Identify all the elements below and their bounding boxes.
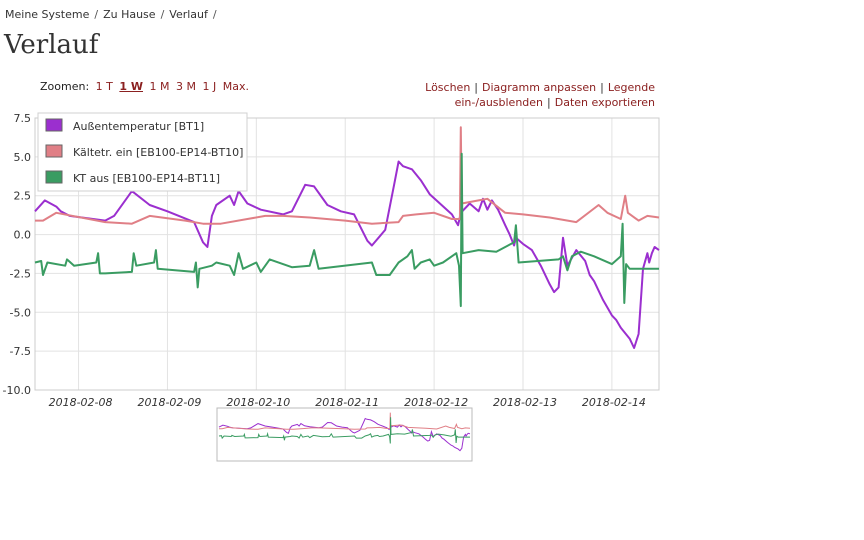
history-chart: 7.5 5.0 2.5 0.0 -2.5 -5.0 -7.5 -10.0 2018-02-08 2… <box>3 112 660 462</box>
y-tick-label: 2.5 <box>14 190 32 203</box>
y-tick-label: -5.0 <box>10 306 31 319</box>
breadcrumb-item-systems[interactable]: Meine Systeme <box>5 8 90 21</box>
zoom-1-month[interactable]: 1 M <box>149 80 170 93</box>
plot-area <box>34 117 660 391</box>
overview-line-1 <box>218 417 471 452</box>
x-tick-label: 2018-02-14 <box>582 396 646 409</box>
legend-swatch <box>45 144 63 158</box>
y-tick-label: 0.0 <box>14 229 32 242</box>
legend[interactable]: Außentemperatur [BT1] Kältetr. ein [EB100… <box>37 112 248 192</box>
delete-link[interactable]: Löschen <box>425 81 471 94</box>
series-line-1 <box>34 160 660 349</box>
series-line-3 <box>34 152 659 308</box>
axis-ticks: 7.5 5.0 2.5 0.0 -2.5 -5.0 -7.5 -10.0 2018-02-08 2… <box>3 112 646 409</box>
x-tick-label: 2018-02-09 <box>137 396 201 409</box>
action-separator: | <box>547 96 551 109</box>
y-tick-label: -10.0 <box>3 384 31 397</box>
series-lines <box>34 126 660 349</box>
legend-swatch <box>45 170 63 184</box>
y-tick-label: 7.5 <box>14 112 32 125</box>
overview-navigator[interactable] <box>216 407 473 462</box>
breadcrumb-item-history[interactable]: Verlauf <box>169 8 208 21</box>
legend-entry-2: Kältetr. ein [EB100-EP14-BT10] <box>73 146 243 159</box>
export-data-link[interactable]: Daten exportieren <box>554 96 655 109</box>
breadcrumb-separator: / <box>160 8 165 21</box>
zoom-1-year[interactable]: 1 J <box>202 80 217 93</box>
legend-box <box>37 112 248 192</box>
legend-swatch <box>45 118 63 132</box>
zoom-max[interactable]: Max. <box>222 80 249 93</box>
zoom-1-week[interactable]: 1 W <box>119 80 143 93</box>
page-title: Verlauf <box>4 30 99 60</box>
x-tick-label: 2018-02-10 <box>226 396 290 409</box>
zoom-1-day[interactable]: 1 T <box>95 80 113 93</box>
breadcrumb-separator: / <box>212 8 217 21</box>
x-tick-label: 2018-02-11 <box>315 396 379 409</box>
x-tick-label: 2018-02-13 <box>493 396 557 409</box>
customize-chart-link[interactable]: Diagramm anpassen <box>482 81 597 94</box>
action-separator: | <box>474 81 479 94</box>
zoom-bar: Zoomen: 1 T 1 W 1 M 3 M 1 J Max. <box>40 80 249 93</box>
chart-actions: Löschen | Diagramm anpassen | Legende ein-/a… <box>300 80 655 110</box>
y-tick-label: -7.5 <box>10 345 31 358</box>
legend-entry-3: KT aus [EB100-EP14-BT11] <box>73 172 220 185</box>
breadcrumb: Meine Systeme / Zu Hause / Verlauf / <box>5 8 222 21</box>
overview-frame[interactable] <box>216 407 473 462</box>
x-tick-label: 2018-02-08 <box>49 396 113 409</box>
breadcrumb-item-home[interactable]: Zu Hause <box>103 8 156 21</box>
y-tick-label: -2.5 <box>10 267 31 280</box>
series-line-2 <box>35 126 660 225</box>
zoom-label: Zoomen: <box>40 80 90 93</box>
y-tick-label: 5.0 <box>14 151 32 164</box>
zoom-3-months[interactable]: 3 M <box>176 80 196 93</box>
toggle-legend-link[interactable]: Legende ein-/ausblenden <box>454 81 655 109</box>
legend-entry-1: Außentemperatur [BT1] <box>73 120 204 133</box>
breadcrumb-separator: / <box>94 8 99 21</box>
action-separator: | <box>600 81 604 94</box>
overview-line-2 <box>219 412 471 430</box>
overview-line-3 <box>218 417 470 444</box>
x-tick-label: 2018-02-12 <box>404 396 468 409</box>
